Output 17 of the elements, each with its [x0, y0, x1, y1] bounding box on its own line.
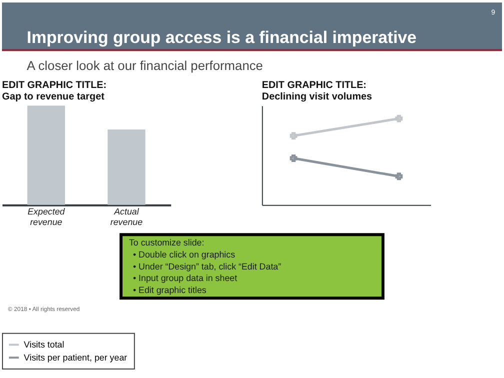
x-tick-label: Expected revenue [28, 206, 66, 228]
text: • Edit graphic titles [132, 285, 207, 296]
point [395, 172, 403, 180]
text: • Under “Design” tab, click “Edit Data” [132, 261, 282, 272]
text: • Double click on graphics [132, 249, 236, 260]
chart-title: EDIT GRAPHIC TITLE: Declining visit volumes [262, 80, 373, 103]
text: Improving group access is a financial imperative [26, 28, 417, 48]
legend-label: Visits per patient, per year [24, 352, 128, 363]
text: A closer look at our financial performance [26, 58, 263, 73]
text: To customize slide: [128, 238, 204, 248]
point [290, 154, 298, 162]
point [290, 132, 298, 140]
point [395, 114, 403, 122]
text: • Input group data in sheet [132, 273, 238, 284]
x-tick-label: Actual revenue [110, 206, 143, 228]
legend-label: Visits total [24, 340, 64, 350]
chart-title: EDIT GRAPHIC TITLE: Gap to revenue target [2, 80, 107, 103]
